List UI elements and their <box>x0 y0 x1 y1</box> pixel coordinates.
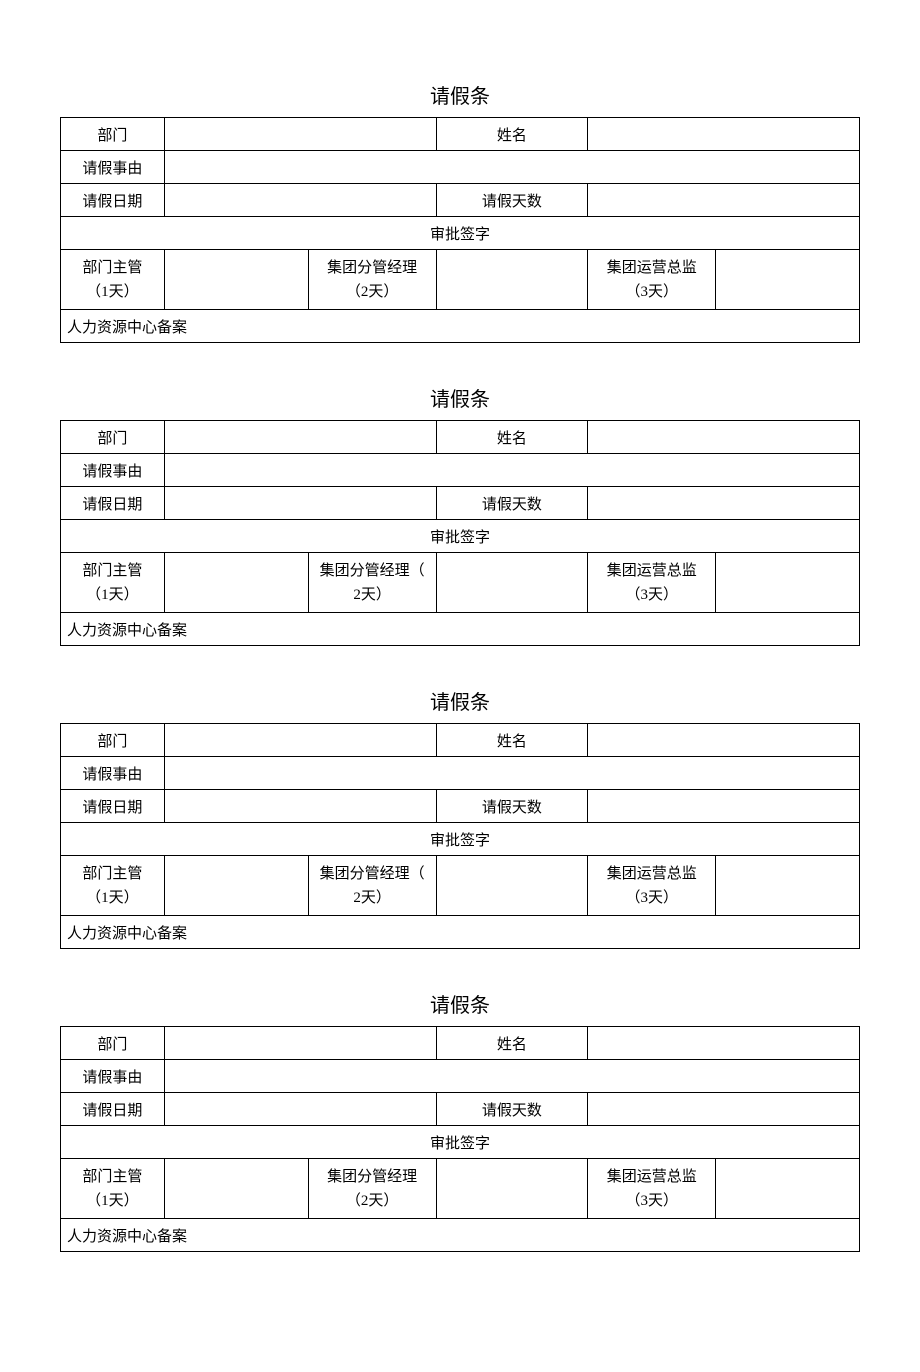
label-leave-days: 请假天数 <box>436 790 588 823</box>
label-reason: 请假事由 <box>61 1060 165 1093</box>
value-leave-date[interactable] <box>164 184 436 217</box>
value-name[interactable] <box>588 1027 860 1060</box>
value-director-sign[interactable] <box>716 250 860 310</box>
form-table: 部门 姓名 请假事由 请假日期 请假天数 审批签字 部门主管 <box>60 420 860 646</box>
value-manager-sign[interactable] <box>436 250 588 310</box>
value-department[interactable] <box>164 724 436 757</box>
label-leave-days: 请假天数 <box>436 1093 588 1126</box>
value-leave-date[interactable] <box>164 487 436 520</box>
value-reason[interactable] <box>164 454 859 487</box>
form-title: 请假条 <box>60 383 860 412</box>
label-approval-header: 审批签字 <box>61 520 860 553</box>
label-director: 集团运营总监 （3天） <box>588 1159 716 1219</box>
label-manager: 集团分管经理（ 2天） <box>308 553 436 613</box>
value-name[interactable] <box>588 118 860 151</box>
label-name: 姓名 <box>436 1027 588 1060</box>
value-leave-days[interactable] <box>588 487 860 520</box>
label-hr-filing: 人力资源中心备案 <box>61 1219 860 1252</box>
value-leave-date[interactable] <box>164 1093 436 1126</box>
value-supervisor-sign[interactable] <box>164 1159 308 1219</box>
leave-form: 请假条 部门 姓名 请假事由 请假日期 请假天数 <box>60 80 860 343</box>
label-director: 集团运营总监 （3天） <box>588 250 716 310</box>
form-title: 请假条 <box>60 80 860 109</box>
label-department: 部门 <box>61 1027 165 1060</box>
label-supervisor: 部门主管 （1天） <box>61 856 165 916</box>
value-reason[interactable] <box>164 151 859 184</box>
label-approval-header: 审批签字 <box>61 1126 860 1159</box>
form-table: 部门 姓名 请假事由 请假日期 请假天数 审批签字 部门主管 <box>60 117 860 343</box>
value-leave-days[interactable] <box>588 790 860 823</box>
label-department: 部门 <box>61 118 165 151</box>
value-department[interactable] <box>164 1027 436 1060</box>
form-table: 部门 姓名 请假事由 请假日期 请假天数 审批签字 部门主管 <box>60 1026 860 1252</box>
label-director: 集团运营总监 （3天） <box>588 856 716 916</box>
label-name: 姓名 <box>436 724 588 757</box>
label-leave-date: 请假日期 <box>61 1093 165 1126</box>
label-name: 姓名 <box>436 118 588 151</box>
value-manager-sign[interactable] <box>436 856 588 916</box>
value-director-sign[interactable] <box>716 1159 860 1219</box>
label-department: 部门 <box>61 724 165 757</box>
value-department[interactable] <box>164 421 436 454</box>
label-supervisor: 部门主管 （1天） <box>61 1159 165 1219</box>
label-leave-date: 请假日期 <box>61 487 165 520</box>
label-hr-filing: 人力资源中心备案 <box>61 916 860 949</box>
label-manager: 集团分管经理 （2天） <box>308 250 436 310</box>
form-table: 部门 姓名 请假事由 请假日期 请假天数 审批签字 部门主管 <box>60 723 860 949</box>
value-reason[interactable] <box>164 1060 859 1093</box>
leave-form: 请假条 部门 姓名 请假事由 请假日期 请假天数 <box>60 989 860 1252</box>
label-hr-filing: 人力资源中心备案 <box>61 310 860 343</box>
label-manager: 集团分管经理（ 2天） <box>308 856 436 916</box>
label-reason: 请假事由 <box>61 151 165 184</box>
label-director: 集团运营总监 （3天） <box>588 553 716 613</box>
label-reason: 请假事由 <box>61 454 165 487</box>
leave-form: 请假条 部门 姓名 请假事由 请假日期 请假天数 <box>60 686 860 949</box>
value-leave-days[interactable] <box>588 1093 860 1126</box>
value-supervisor-sign[interactable] <box>164 553 308 613</box>
value-manager-sign[interactable] <box>436 1159 588 1219</box>
label-approval-header: 审批签字 <box>61 217 860 250</box>
label-leave-days: 请假天数 <box>436 184 588 217</box>
value-reason[interactable] <box>164 757 859 790</box>
value-director-sign[interactable] <box>716 553 860 613</box>
value-leave-date[interactable] <box>164 790 436 823</box>
leave-form: 请假条 部门 姓名 请假事由 请假日期 请假天数 <box>60 383 860 646</box>
label-name: 姓名 <box>436 421 588 454</box>
value-name[interactable] <box>588 724 860 757</box>
label-approval-header: 审批签字 <box>61 823 860 856</box>
label-supervisor: 部门主管 （1天） <box>61 250 165 310</box>
label-leave-date: 请假日期 <box>61 184 165 217</box>
label-leave-days: 请假天数 <box>436 487 588 520</box>
value-supervisor-sign[interactable] <box>164 250 308 310</box>
label-department: 部门 <box>61 421 165 454</box>
label-manager: 集团分管经理 （2天） <box>308 1159 436 1219</box>
label-reason: 请假事由 <box>61 757 165 790</box>
value-name[interactable] <box>588 421 860 454</box>
value-supervisor-sign[interactable] <box>164 856 308 916</box>
label-hr-filing: 人力资源中心备案 <box>61 613 860 646</box>
value-manager-sign[interactable] <box>436 553 588 613</box>
value-director-sign[interactable] <box>716 856 860 916</box>
form-title: 请假条 <box>60 989 860 1018</box>
value-department[interactable] <box>164 118 436 151</box>
label-supervisor: 部门主管 （1天） <box>61 553 165 613</box>
form-title: 请假条 <box>60 686 860 715</box>
value-leave-days[interactable] <box>588 184 860 217</box>
label-leave-date: 请假日期 <box>61 790 165 823</box>
